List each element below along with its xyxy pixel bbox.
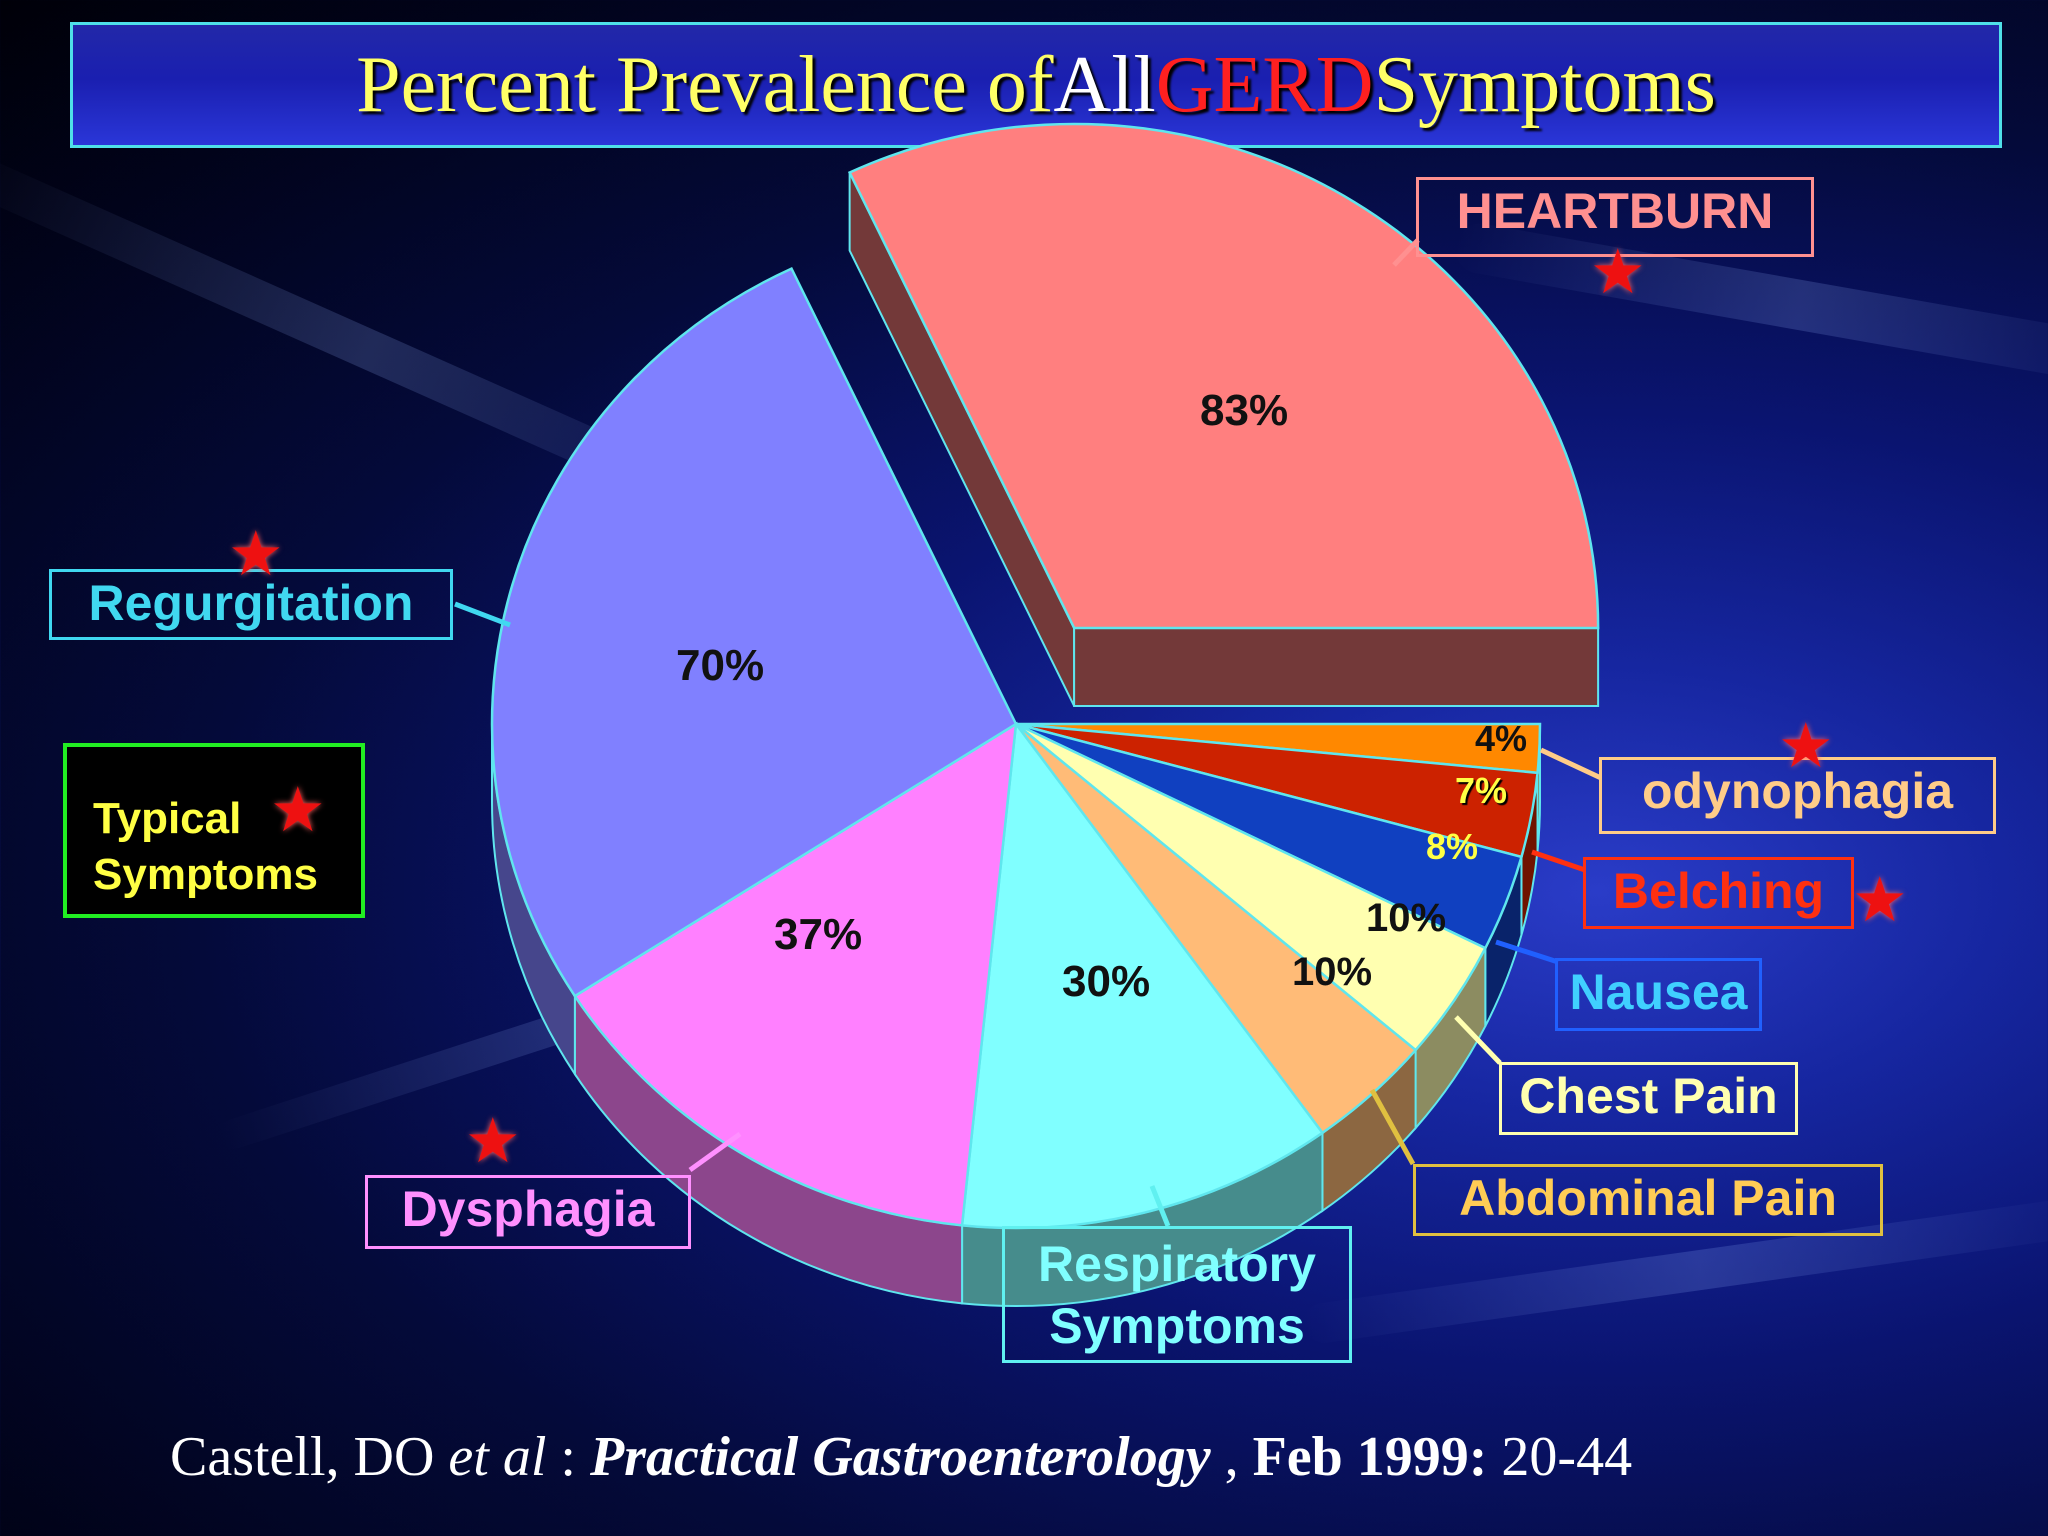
pct-label-heartburn: 83% [1200,386,1289,435]
label-belching: Belching [1583,857,1854,929]
leader-line-chest-pain [1454,1015,1502,1065]
slice-regurgitation [490,266,1018,998]
label-respiratory-line1: Respiratory [1038,1236,1316,1292]
label-nausea: Nausea [1555,958,1762,1031]
slice-dysphagia [573,721,1018,1227]
label-dysphagia: Dysphagia [365,1175,691,1249]
citation-journal: Practical Gastroenterology [589,1426,1211,1488]
legend-typical-symptoms: Typical Symptoms [63,743,365,918]
leader-line-abdominal-pain [1369,1088,1416,1166]
citation-comma: , [1210,1426,1253,1488]
star-icon-legend: ★ [270,776,326,845]
slice-face-heartburn-1 [1073,626,1600,707]
leader-line-nausea [1495,939,1559,965]
star-icon-regurgitation: ★ [228,520,284,589]
legend-line2: Symptoms [93,850,318,899]
pct-label-odynophagia: 4% [1475,718,1528,759]
star-icon-belching: ★ [1852,866,1908,935]
pct-label-regurgitation: 70% [676,641,765,690]
citation-date: Feb 1999: [1252,1426,1488,1488]
legend-line1: Typical [93,794,242,843]
leader-line-respiratory [1149,1185,1171,1227]
label-respiratory-line2: Symptoms [1049,1298,1305,1354]
label-regurgitation: Regurgitation [49,569,453,640]
pct-label-chest-pain: 10% [1366,896,1447,940]
slice-respiratory-symptoms [960,720,1325,1230]
pct-label-abdominal-pain: 10% [1292,950,1373,994]
leader-line-dysphagia [688,1131,742,1173]
label-chest-pain: Chest Pain [1499,1062,1798,1135]
citation-authors: Castell, DO [170,1426,449,1488]
leader-line-heartburn [1392,238,1420,267]
leader-line-regurgitation [454,601,511,628]
pct-label-dysphagia: 37% [774,910,863,959]
leader-line-odynophagia [1539,747,1603,781]
pct-label-belching: 7% [1455,770,1508,811]
leader-line-belching [1531,849,1586,873]
star-icon-dysphagia: ★ [465,1107,521,1176]
label-heartburn: HEARTBURN [1416,177,1814,257]
citation: Castell, DO et al : Practical Gastroente… [170,1425,1632,1489]
title-part-2: All [1053,40,1156,129]
label-odynophagia: odynophagia [1599,757,1996,834]
label-abdominal-pain: Abdominal Pain [1413,1164,1883,1236]
chart-title: Percent Prevalence of All GERD Symptoms [70,22,2002,148]
citation-pages: 20-44 [1487,1426,1633,1488]
pct-label-nausea: 8% [1426,826,1479,867]
title-part-1: Percent Prevalence of [356,40,1054,129]
star-icon-heartburn: ★ [1590,238,1646,307]
title-part-gerd: GERD [1155,40,1374,129]
citation-etal: et al [448,1426,547,1488]
citation-colon: : [546,1426,590,1488]
star-icon-odynophagia: ★ [1778,712,1834,781]
label-respiratory-symptoms: Respiratory Symptoms [1002,1226,1352,1363]
title-part-4: Symptoms [1373,40,1716,129]
pct-label-respiratory: 30% [1062,957,1151,1006]
